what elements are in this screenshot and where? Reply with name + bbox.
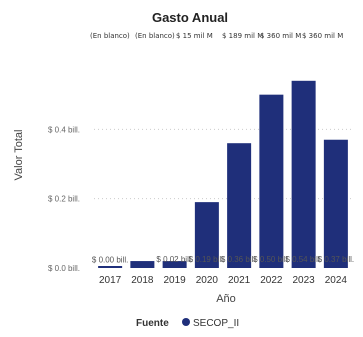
chart-title: Gasto Anual <box>152 10 228 25</box>
bar-2022 <box>259 94 284 269</box>
data-label: $ 0.02 bill. <box>156 255 192 264</box>
top-labels-row: (En blanco) (En blanco) $ 15 mil M $ 189 mi… <box>90 32 343 40</box>
legend-title: Fuente <box>136 318 169 329</box>
bar-2023 <box>291 80 316 268</box>
bar-2024 <box>323 139 348 268</box>
bar-2020 <box>194 202 219 268</box>
data-labels: $ 0.00 bill. $ 0.02 bill.$ 0.19 bill.$ 0.… <box>92 255 354 265</box>
x-tick-label: 2024 <box>325 275 348 286</box>
legend-series-name: SECOP_II <box>193 318 239 329</box>
top-label: $ 360 mil M <box>260 32 301 40</box>
data-label: $ 0.19 bill. <box>189 255 225 264</box>
top-label: $ 15 mil M <box>176 32 213 40</box>
gridlines <box>94 128 352 200</box>
x-tick-label: 2022 <box>260 275 283 286</box>
y-tick-label: $ 0.4 bill. <box>48 125 80 134</box>
y-tick-label: $ 0.0 bill. <box>48 264 80 273</box>
top-label: $ 189 mil M <box>222 32 263 40</box>
x-tick-label: 2021 <box>228 275 251 286</box>
bar-2021 <box>227 143 252 268</box>
data-label: $ 0.37 bill. <box>318 255 354 264</box>
legend-marker <box>182 318 190 326</box>
legend: Fuente SECOP_II <box>136 318 239 329</box>
data-label: $ 0.50 bill. <box>253 255 289 264</box>
x-tick-label: 2020 <box>196 275 219 286</box>
bar-2019 <box>162 261 187 268</box>
bar-2017 <box>98 266 123 268</box>
bar-series <box>98 80 348 269</box>
top-label: $ 360 mil M <box>302 32 343 40</box>
x-tick-label: 2023 <box>293 275 316 286</box>
x-tick-label: 2017 <box>99 275 122 286</box>
bar-2018 <box>130 261 155 268</box>
top-label: (En blanco) <box>90 32 130 40</box>
y-axis-title: Valor Total <box>13 130 25 181</box>
x-tick-label: 2018 <box>131 275 154 286</box>
x-tick-label: 2019 <box>164 275 187 286</box>
x-axis-ticks: 2017 2018 2019 2020 2021 2022 2023 2024 <box>99 275 347 286</box>
y-axis-ticks: $ 0.0 bill. $ 0.2 bill. $ 0.4 bill. <box>48 125 80 273</box>
data-label: $ 0.54 bill. <box>285 255 321 264</box>
y-tick-label: $ 0.2 bill. <box>48 195 80 204</box>
data-label: $ 0.00 bill. <box>92 256 128 265</box>
top-label: (En blanco) <box>135 32 175 40</box>
data-label: $ 0.36 bill. <box>221 255 257 264</box>
x-axis-title: Año <box>216 293 236 305</box>
